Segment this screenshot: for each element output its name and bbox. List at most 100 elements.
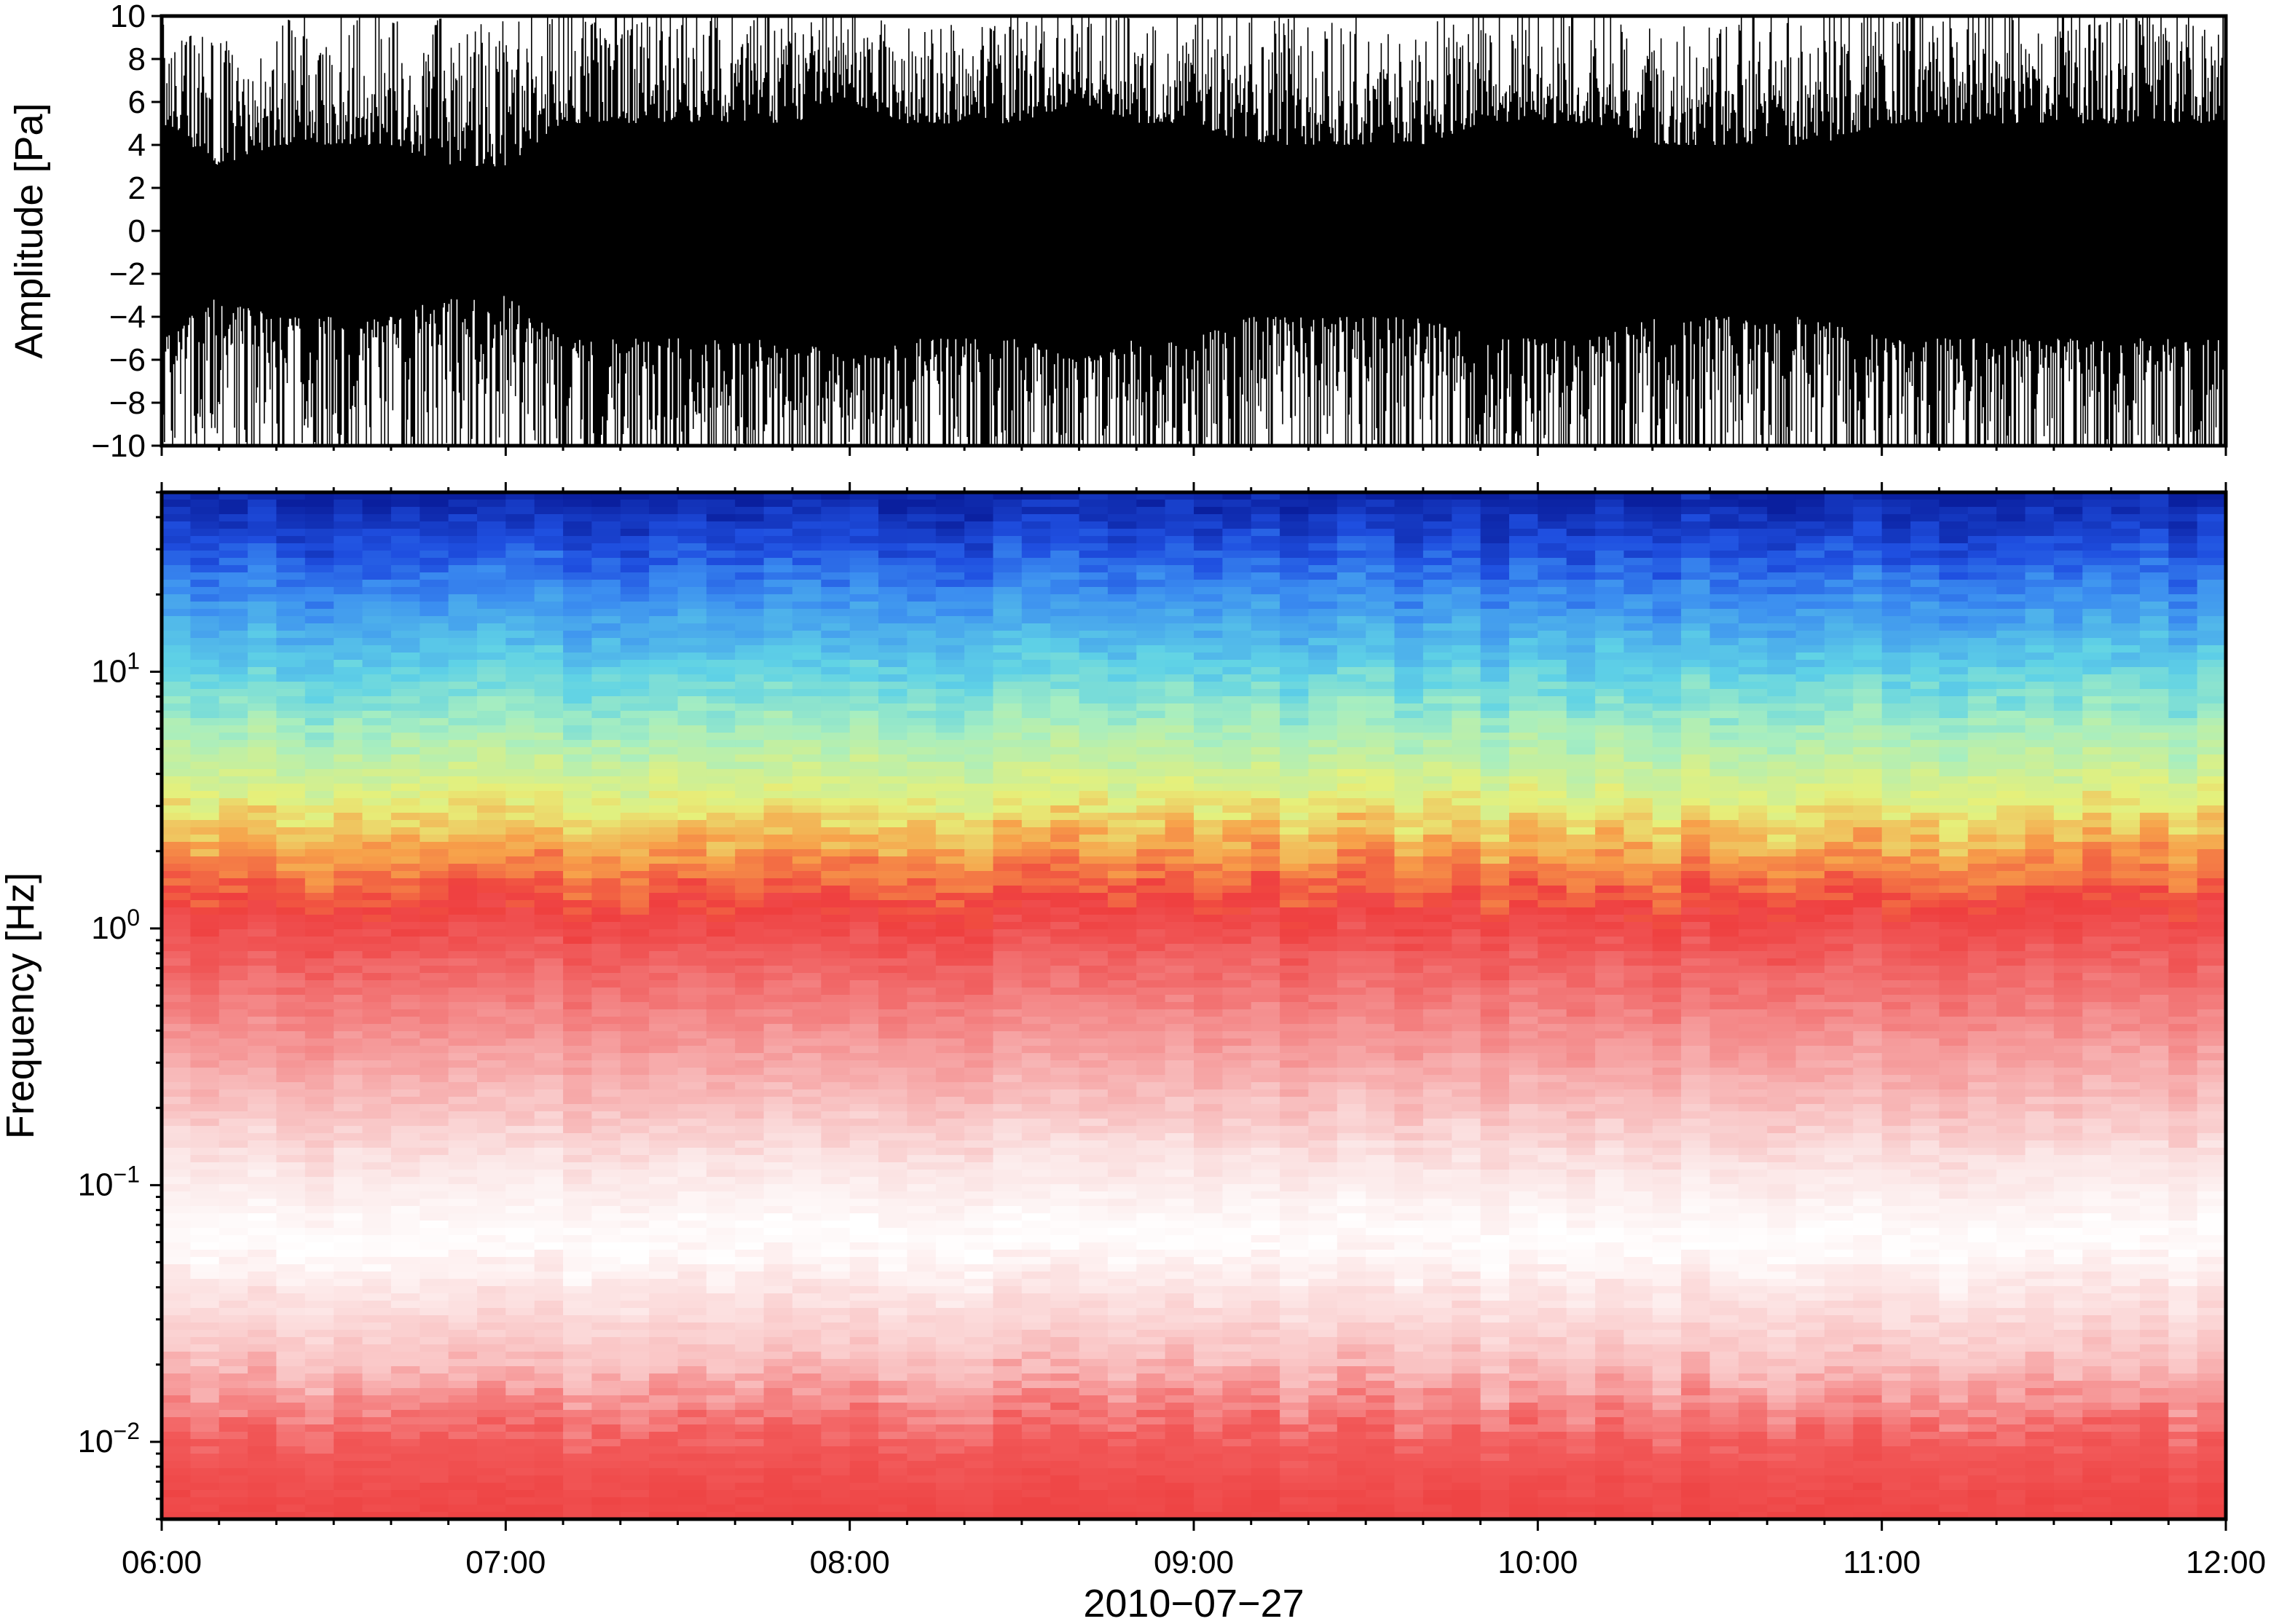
spectrogram-cell: [448, 769, 478, 777]
spectrogram-cell: [878, 492, 908, 500]
spectrogram-cell: [993, 565, 1023, 573]
spectrogram-cell: [878, 827, 908, 835]
spectrogram-cell: [1652, 842, 1682, 850]
spectrogram-cell: [677, 514, 707, 522]
spectrogram-cell: [362, 551, 392, 559]
spectrogram-cell: [1280, 886, 1310, 894]
spectrogram-cell: [735, 718, 765, 726]
spectrogram-cell: [534, 696, 564, 704]
spectrogram-cell: [1767, 514, 1797, 522]
spectrogram-cell: [649, 915, 679, 923]
spectrogram-cell: [1767, 653, 1797, 661]
spectrogram-cell: [563, 500, 593, 508]
spectrogram-cell: [677, 835, 707, 843]
spectrogram-cell: [1652, 878, 1682, 886]
spectrogram-cell: [1194, 849, 1224, 857]
spectrogram-cell: [1996, 878, 2026, 886]
spectrogram-cell: [1709, 594, 1739, 602]
spectrogram-cell: [1538, 580, 1567, 588]
spectrogram-cell: [505, 565, 535, 573]
spectrogram-cell: [563, 951, 593, 959]
spectrogram-cell: [907, 856, 937, 864]
spectrogram-cell: [1050, 740, 1080, 748]
spectrogram-cell: [1308, 587, 1338, 595]
spectrogram-cell: [1881, 769, 1911, 777]
spectrogram-cell: [1623, 623, 1653, 631]
spectrogram-cell: [390, 660, 421, 668]
spectrogram-cell: [878, 711, 908, 719]
spectrogram-cell: [1107, 492, 1138, 500]
spectrogram-cell: [2082, 609, 2112, 617]
spectrogram-cell: [1394, 973, 1424, 981]
spectrogram-cell: [1767, 791, 1797, 799]
spectrogram-cell: [1652, 820, 1682, 828]
spectrogram-cell: [1021, 878, 1051, 886]
spectrogram-cell: [1738, 922, 1768, 930]
spectrogram-cell: [1967, 944, 1997, 952]
spectrogram-cell: [878, 776, 908, 784]
spectrogram-cell: [1165, 740, 1194, 748]
spectrogram-cell: [878, 653, 908, 661]
spectrogram-cell: [1480, 507, 1510, 515]
spectrogram-cell: [1222, 660, 1252, 668]
spectrogram-cell: [563, 718, 593, 726]
spectrogram-cell: [1107, 733, 1138, 741]
spectrogram-cell: [276, 500, 306, 508]
spectrogram-cell: [1308, 915, 1338, 923]
spectrogram-cell: [1538, 747, 1567, 755]
spectrogram-cell: [304, 536, 334, 544]
spectrogram-cell: [620, 558, 650, 566]
spectrogram-cell: [1881, 653, 1911, 661]
spectrogram-cell: [334, 915, 363, 923]
spectrogram-cell: [1308, 835, 1338, 843]
spectrogram-cell: [505, 703, 535, 712]
spectrogram-cell: [1136, 747, 1166, 755]
spectrogram-cell: [1079, 543, 1109, 551]
spectrogram-cell: [706, 827, 736, 835]
spectrogram-cell: [1509, 747, 1539, 755]
spectrogram-cell: [1251, 602, 1280, 610]
spectrogram-cell: [448, 951, 478, 959]
spectrogram-cell: [1222, 922, 1252, 930]
spectrogram-cell: [334, 958, 363, 966]
spectrogram-cell: [907, 682, 937, 690]
spectrogram-cell: [1709, 798, 1739, 806]
spectrogram-cell: [1394, 514, 1424, 522]
spectrogram-cell: [964, 667, 994, 675]
spectrogram-cell: [190, 784, 220, 792]
spectrogram-cell: [1452, 740, 1481, 748]
spectrogram-cell: [190, 682, 220, 690]
spectrogram-cell: [849, 907, 879, 915]
spectrogram-cell: [505, 492, 535, 500]
spectrogram-cell: [1194, 492, 1224, 500]
spectrogram-cell: [2111, 922, 2141, 930]
spectrogram-cell: [1251, 645, 1280, 653]
spectrogram-cell: [276, 886, 306, 894]
spectrogram-cell: [390, 747, 421, 755]
spectrogram-cell: [505, 711, 535, 719]
spectrogram-cell: [1165, 631, 1194, 639]
spectrogram-cell: [1079, 937, 1109, 945]
spectrogram-cell: [1996, 922, 2026, 930]
spectrogram-cell: [935, 893, 965, 901]
spectrogram-cell: [1337, 602, 1366, 610]
spectrogram-cell: [248, 907, 278, 915]
spectrogram-cell: [677, 784, 707, 792]
spectrogram-cell: [2082, 689, 2112, 697]
spectrogram-cell: [1280, 609, 1310, 617]
spectrogram-cell: [219, 951, 248, 959]
spectrogram-cell: [1538, 587, 1567, 595]
spectrogram-cell: [1652, 682, 1682, 690]
spectrogram-cell: [534, 827, 564, 835]
spectrogram-cell: [649, 878, 679, 886]
spectrogram-cell: [563, 827, 593, 835]
spectrogram-cell: [1308, 944, 1338, 952]
spectrogram-cell: [477, 703, 507, 712]
spectrogram-cell: [1280, 507, 1310, 515]
spectrogram-cell: [964, 835, 994, 843]
spectrogram-cell: [1107, 973, 1138, 981]
spectrogram-cell: [649, 951, 679, 959]
spectrogram-cell: [1280, 500, 1310, 508]
spectrogram-cell: [1538, 893, 1567, 901]
spectrogram-cell: [1795, 536, 1825, 544]
